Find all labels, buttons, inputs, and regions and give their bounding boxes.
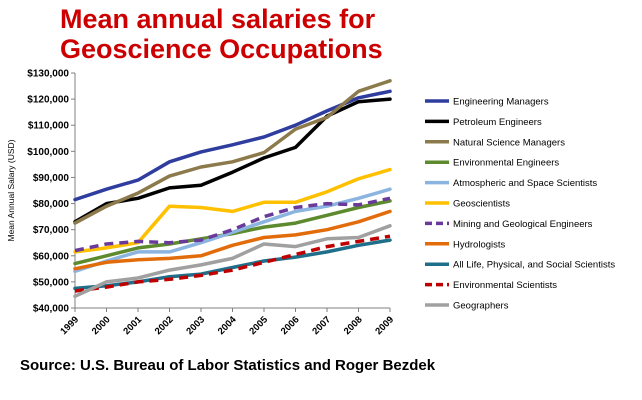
y-tick-label: $130,000 <box>27 69 69 80</box>
y-tick-label: $110,000 <box>28 121 70 132</box>
series-line-atmospheric-and-space-scientists <box>73 187 392 274</box>
series-line-geoscientists <box>73 167 392 254</box>
legend-label-hydrologists: Hydrologists <box>453 239 506 250</box>
legend-label-natural-science-managers: Natural Science Managers <box>453 137 565 148</box>
series-line-mining-and-geological-engineers <box>74 196 391 253</box>
y-tick-labels: $40,000 $50,000 $60,000 $70,000 $80,000 $90,0… <box>27 69 69 315</box>
legend-label-engineering-managers: Engineering Managers <box>453 97 549 108</box>
x-tick-labels: 1999 2000 2001 2002 2003 2004 2005 2006 2007 2008… <box>58 314 396 337</box>
y-axis-title: Mean Annual Salary (USD) <box>6 139 16 241</box>
x-tick-label: 2001 <box>121 314 144 337</box>
legend-label-atmospheric-and-space-scientists: Atmospheric and Space Scientists <box>453 178 597 189</box>
y-tick-label: $80,000 <box>33 199 70 210</box>
legend-label-all-life-physical-and-social-scientists: All Life, Physical, and Social Scientist… <box>453 260 615 271</box>
series-lines <box>73 79 392 299</box>
legend-label-petroleum-engineers: Petroleum Engineers <box>453 117 542 128</box>
x-tick-label: 2005 <box>247 314 270 337</box>
source-note: Source: U.S. Bureau of Labor Statistics … <box>20 357 436 374</box>
chart-title-line-2: Geoscience Occupations <box>60 34 383 64</box>
y-tick-label: $100,000 <box>27 147 69 158</box>
x-tick-label: 2000 <box>90 314 113 337</box>
x-tick-label: 1999 <box>58 314 81 337</box>
series-line-natural-science-managers <box>73 79 392 225</box>
x-tick-label: 2008 <box>342 314 365 337</box>
x-tick-label: 2007 <box>310 314 333 337</box>
legend-label-environmental-engineers: Environmental Engineers <box>453 158 559 169</box>
chart-title: Mean annual salaries for Geoscience Occu… <box>60 4 460 64</box>
legend-label-mining-and-geological-engineers: Mining and Geological Engineers <box>453 219 593 230</box>
y-tick-label: $120,000 <box>27 95 69 106</box>
series-line-petroleum-engineers <box>73 97 392 224</box>
series-line-environmental-scientists <box>74 234 391 293</box>
series-line-hydrologists <box>73 209 392 271</box>
chart-title-line-1: Mean annual salaries for <box>60 4 376 34</box>
legend-label-environmental-scientists: Environmental Scientists <box>453 280 557 291</box>
y-tick-label: $90,000 <box>33 173 70 184</box>
x-tick-label: 2004 <box>216 314 239 337</box>
x-tick-label: 2009 <box>373 314 396 337</box>
legend-label-geoscientists: Geoscientists <box>453 199 510 210</box>
y-tick-label: $70,000 <box>33 225 70 236</box>
x-tick-label: 2002 <box>153 314 176 337</box>
salary-line-chart: $40,000 $50,000 $60,000 $70,000 $80,000 $90,0… <box>6 69 615 338</box>
series-line-geographers <box>73 224 392 299</box>
y-tick-label: $60,000 <box>33 251 70 262</box>
x-tick-label: 2006 <box>279 314 302 337</box>
legend: Engineering Managers Petroleum Engineers N… <box>425 97 615 312</box>
legend-label-geographers: Geographers <box>453 301 509 312</box>
x-tick-label: 2003 <box>184 314 207 337</box>
y-tick-label: $40,000 <box>33 304 70 315</box>
y-tick-label: $50,000 <box>33 277 70 288</box>
